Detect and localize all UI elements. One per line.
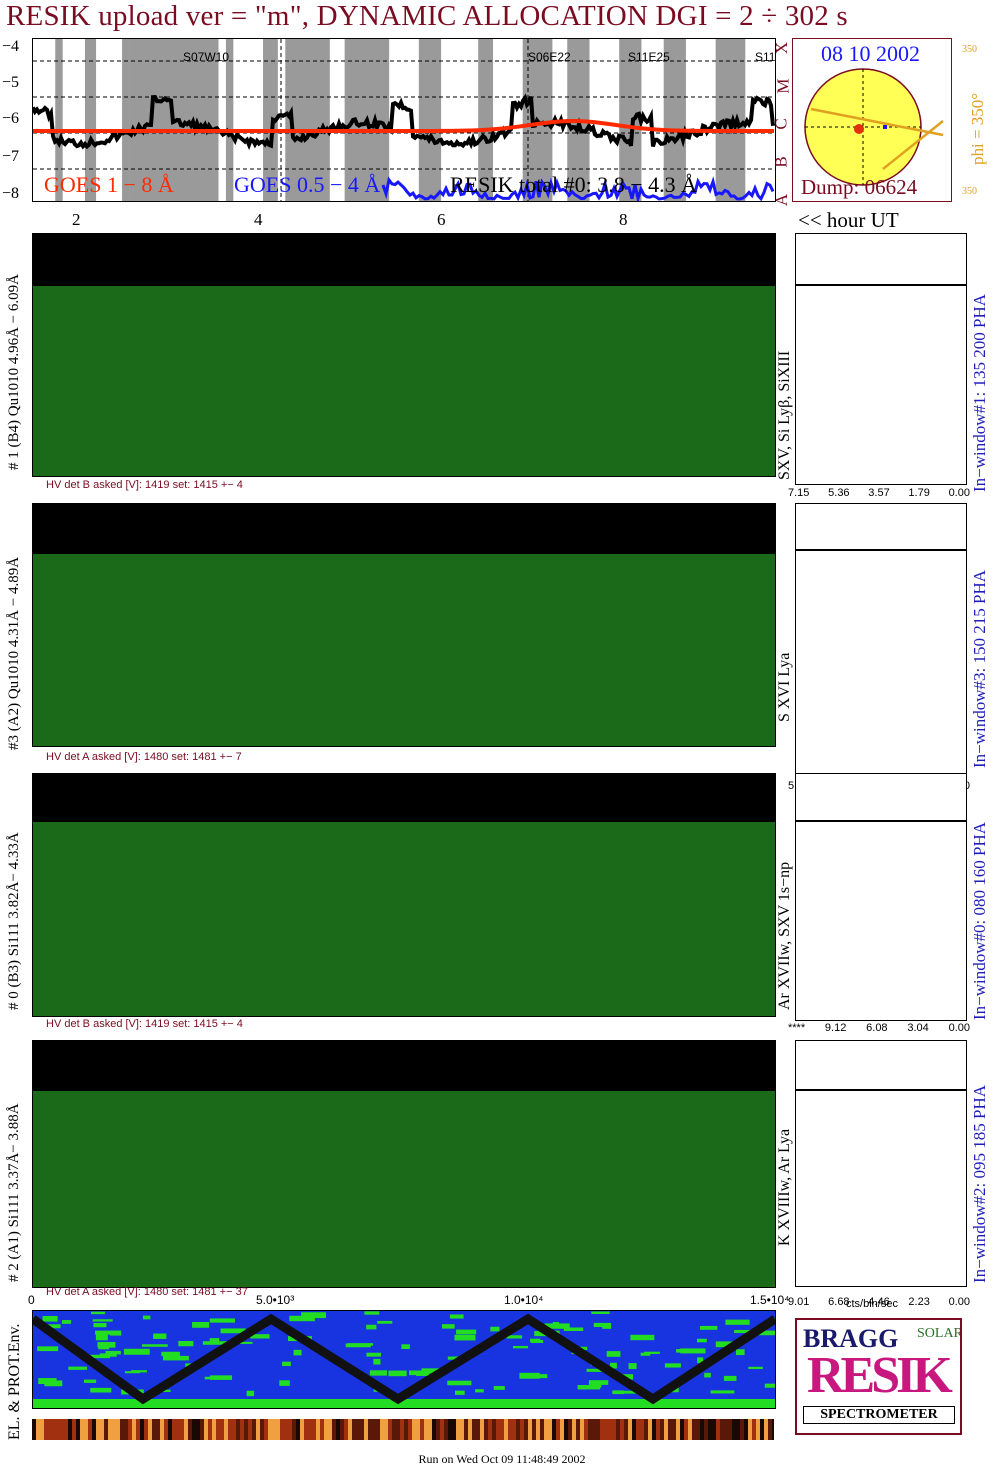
saa-band xyxy=(478,39,494,201)
y-tick: −8 xyxy=(2,185,20,202)
active-region-marker xyxy=(854,124,864,134)
y-tick: −4 xyxy=(2,38,20,55)
goes-short-line xyxy=(381,176,775,201)
phi-arrow-2 xyxy=(882,120,944,170)
class-letter: M xyxy=(773,78,793,94)
saa-band xyxy=(663,39,686,201)
resik-total-line xyxy=(33,93,775,151)
saa-band xyxy=(225,39,234,201)
goes-class-letters: X M C B A xyxy=(772,30,793,206)
phi-small: 350 xyxy=(962,44,977,55)
dump-number: Dump: 06624 xyxy=(801,175,918,199)
y-tick: −6 xyxy=(2,110,20,127)
panel-spectrogram xyxy=(32,553,776,747)
saa-band xyxy=(418,39,442,201)
hour-tick: 6 xyxy=(437,210,446,229)
goes-lightcurve-svg: S07W10 S06E22 S11E25 S11E xyxy=(33,39,775,201)
saa-band xyxy=(55,39,63,201)
pointing-marker xyxy=(883,125,887,129)
goes-lightcurve-plot: S07W10 S06E22 S11E25 S11E xyxy=(32,38,776,202)
phi-arrow xyxy=(810,107,944,137)
saa-band xyxy=(619,39,642,201)
hour-tick: 8 xyxy=(619,210,628,229)
sun-date: 08 10 2002 xyxy=(821,41,920,66)
hour-tick: 4 xyxy=(254,210,263,229)
hour-tick: 2 xyxy=(72,210,81,229)
saa-band xyxy=(263,39,278,201)
saa-band xyxy=(122,39,130,201)
legend-goes-long: GOES 1 − 8 Å xyxy=(44,172,174,197)
panel-spectrogram xyxy=(32,285,776,477)
saa-band xyxy=(84,39,97,201)
hour-ut-label: << hour UT xyxy=(798,208,899,232)
phi-label: phi = 350° xyxy=(968,92,987,165)
y-tick: −7 xyxy=(2,148,20,165)
legend-goes-short: GOES 0.5 − 4 Å xyxy=(234,172,381,197)
saa-label: S07W10 xyxy=(183,50,229,64)
legend-resik: RESIK total #0: 3.8 − 4.3 Å xyxy=(450,172,698,197)
class-letter: C xyxy=(771,118,791,130)
sun-disk-svg xyxy=(804,68,944,186)
page-title: RESIK upload ver = "m", DYNAMIC ALLOCATI… xyxy=(6,0,848,32)
panel-summary-strip xyxy=(32,503,776,553)
goes-y-axis: −4 −5 −6 −7 −8 xyxy=(0,30,32,210)
phi-bottom: 350 xyxy=(962,186,977,197)
class-letter: A xyxy=(772,193,792,207)
saa-label: S06E22 xyxy=(528,50,571,64)
class-letter: X xyxy=(772,41,792,55)
y-tick: −5 xyxy=(2,74,20,91)
class-letter: B xyxy=(771,156,791,168)
saa-label: S11E xyxy=(755,50,775,64)
panel-summary-strip xyxy=(32,233,776,285)
saa-label: S11E25 xyxy=(628,50,670,64)
goes-long-line xyxy=(33,118,775,133)
sun-position-panel: 08 10 2002 Dump: 06624 xyxy=(792,38,952,202)
